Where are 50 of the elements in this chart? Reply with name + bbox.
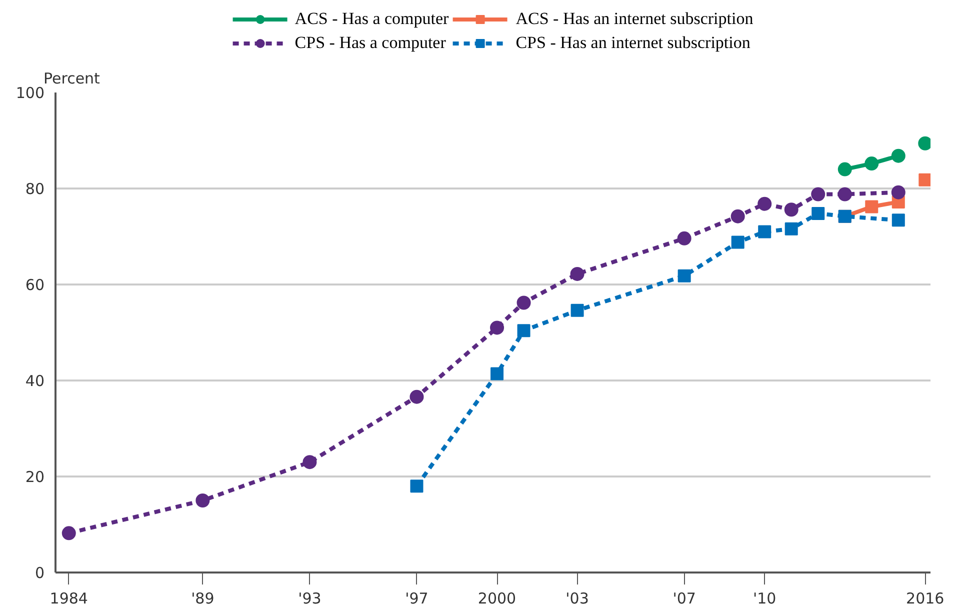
point [490,367,504,380]
point [758,196,772,211]
legend-label: ACS - Has an internet subscription [516,9,754,29]
y-tick-label: 60 [25,276,45,294]
y-tick-label: 80 [25,180,45,198]
point [918,173,930,186]
x-tick-label: '97 [405,590,428,608]
point [62,526,76,540]
point [784,222,798,236]
point [838,162,852,176]
x-tick-label: '10 [752,590,776,608]
point [410,480,424,493]
point [302,455,317,470]
legend-label: ACS - Has a computer [294,9,449,29]
point [490,320,504,335]
point [892,214,905,227]
point [812,206,825,220]
point [196,494,210,508]
y-axis-title: Percent [44,70,100,88]
point [784,202,798,217]
point [517,324,530,338]
point [677,231,692,246]
x-tick-label: 2000 [478,590,516,608]
x-tick-label: '93 [298,590,322,608]
y-tick-label: 0 [34,564,45,582]
point [864,156,879,171]
y-tick-label: 20 [25,468,45,486]
y-tick-label: 40 [25,372,45,390]
x-tick-label: '07 [672,590,696,608]
point [410,390,424,404]
point [516,296,531,310]
point [918,136,930,150]
point [838,187,852,202]
point [570,304,584,317]
x-tick-label: '03 [566,590,589,608]
point [865,200,878,214]
point [891,185,906,200]
point [731,236,744,249]
point [678,269,691,282]
legend-label: CPS - Has a computer [294,33,446,53]
x-tick-label: 1984 [50,590,88,608]
point [570,266,584,281]
point [758,225,772,238]
point [811,187,826,202]
x-tick-label: '89 [191,590,214,608]
legend-label: CPS - Has an internet subscription [516,33,750,53]
y-tick-label: 100 [16,84,45,102]
point [891,148,906,163]
point [730,209,745,224]
x-tick-label: 2016 [906,590,944,608]
